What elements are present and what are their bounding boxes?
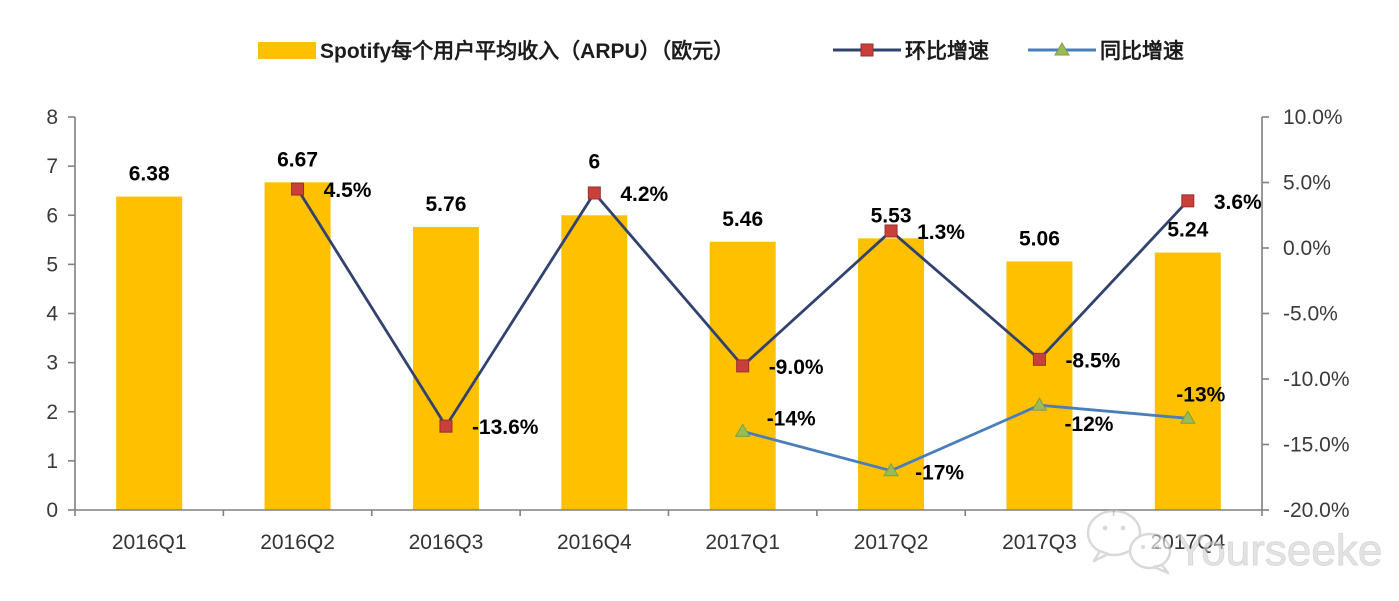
yoy-marker-2017Q2 (883, 462, 899, 477)
left-axis-label: 2 (46, 401, 58, 424)
x-axis-label-2016Q4: 2016Q4 (557, 531, 632, 554)
yoy-label-2017Q2: -17% (915, 462, 964, 485)
line-square-marker-icon (833, 43, 901, 57)
bar-2016Q2 (264, 182, 331, 510)
left-axis-label: 5 (46, 253, 58, 276)
x-axis-label-2017Q3: 2017Q3 (1002, 531, 1077, 554)
right-axis-label: -10.0% (1283, 368, 1350, 391)
right-axis-label: 10.0% (1283, 106, 1343, 129)
right-axis-label: 0.0% (1283, 237, 1331, 260)
left-axis-label: 7 (46, 155, 58, 178)
bar-label-2017Q2: 5.53 (871, 204, 912, 227)
right-axis-label: -5.0% (1283, 303, 1338, 326)
bar-2016Q4 (561, 215, 628, 510)
legend-label-arpu: Spotify每个用户平均收入（ARPU）（欧元） (320, 40, 735, 63)
qoq-label-2016Q4: 4.2% (620, 183, 668, 206)
bar-2016Q1 (116, 196, 183, 510)
bar-label-2017Q4: 5.24 (1167, 219, 1208, 242)
qoq-label-2017Q3: -8.5% (1065, 349, 1120, 372)
bar-2017Q1 (709, 241, 776, 510)
x-axis-label-2017Q1: 2017Q1 (705, 531, 780, 554)
qoq-marker-2017Q1 (736, 359, 750, 373)
right-axis-label: 5.0% (1283, 172, 1331, 195)
bar-label-2017Q1: 5.46 (722, 208, 763, 231)
left-axis-label: 0 (46, 499, 58, 522)
x-axis-label-2016Q2: 2016Q2 (260, 531, 335, 554)
legend-item-yoy: 同比增速 (1028, 36, 1184, 64)
qoq-marker-2016Q3 (439, 419, 453, 433)
yoy-label-2017Q4: -13% (1176, 383, 1225, 406)
bar-label-2016Q4: 6 (588, 150, 600, 173)
left-axis-label: 8 (46, 106, 58, 129)
right-axis-label: -20.0% (1283, 499, 1350, 522)
bar-label-2017Q3: 5.06 (1019, 227, 1060, 250)
bar-2017Q4 (1154, 252, 1221, 510)
legend-label-qoq: 环比增速 (905, 40, 989, 63)
right-axis-label: -15.0% (1283, 434, 1350, 457)
qoq-label-2017Q2: 1.3% (917, 221, 965, 244)
qoq-marker-2016Q2 (291, 182, 305, 196)
qoq-marker-2017Q4 (1181, 194, 1195, 208)
wechat-icon (1086, 509, 1172, 575)
left-axis-label: 3 (46, 352, 58, 375)
qoq-label-2016Q3: -13.6% (472, 416, 539, 439)
qoq-marker-2017Q3 (1032, 352, 1046, 366)
x-axis-label-2016Q3: 2016Q3 (409, 531, 484, 554)
legend-item-arpu: Spotify每个用户平均收入（ARPU）（欧元） (258, 36, 734, 64)
yoy-line (742, 403, 1188, 473)
qoq-label-2016Q2: 4.5% (324, 179, 372, 202)
bar-label-2016Q1: 6.38 (129, 163, 170, 186)
watermark-text: Yourseeker (1176, 526, 1383, 575)
legend-label-yoy: 同比增速 (1100, 40, 1184, 63)
qoq-label-2017Q1: -9.0% (769, 356, 824, 379)
yoy-label-2017Q3: -12% (1064, 413, 1113, 436)
bar-series-swatch-icon (258, 41, 316, 59)
bar-label-2016Q3: 5.76 (426, 193, 467, 216)
bar-label-2016Q2: 6.67 (277, 148, 318, 171)
line-triangle-marker-icon (1028, 42, 1096, 56)
x-axis-label-2017Q2: 2017Q2 (854, 531, 929, 554)
legend-item-qoq: 环比增速 (833, 36, 989, 64)
qoq-label-2017Q4: 3.6% (1214, 191, 1262, 214)
yoy-marker-2017Q4 (1179, 410, 1196, 424)
qoq-marker-2016Q4 (587, 186, 601, 200)
yoy-label-2017Q1: -14% (767, 407, 816, 430)
x-axis-label-2016Q1: 2016Q1 (112, 531, 187, 554)
watermark: Yourseeker (1086, 509, 1383, 575)
qoq-marker-2017Q2 (884, 224, 898, 238)
bar-2016Q3 (412, 227, 479, 511)
yoy-marker-2017Q1 (734, 423, 751, 437)
left-axis-label: 6 (46, 204, 58, 227)
left-axis-label: 1 (46, 450, 58, 473)
left-axis-label: 4 (46, 303, 58, 326)
yoy-marker-2017Q3 (1031, 397, 1048, 411)
bar-2017Q3 (1006, 261, 1073, 510)
